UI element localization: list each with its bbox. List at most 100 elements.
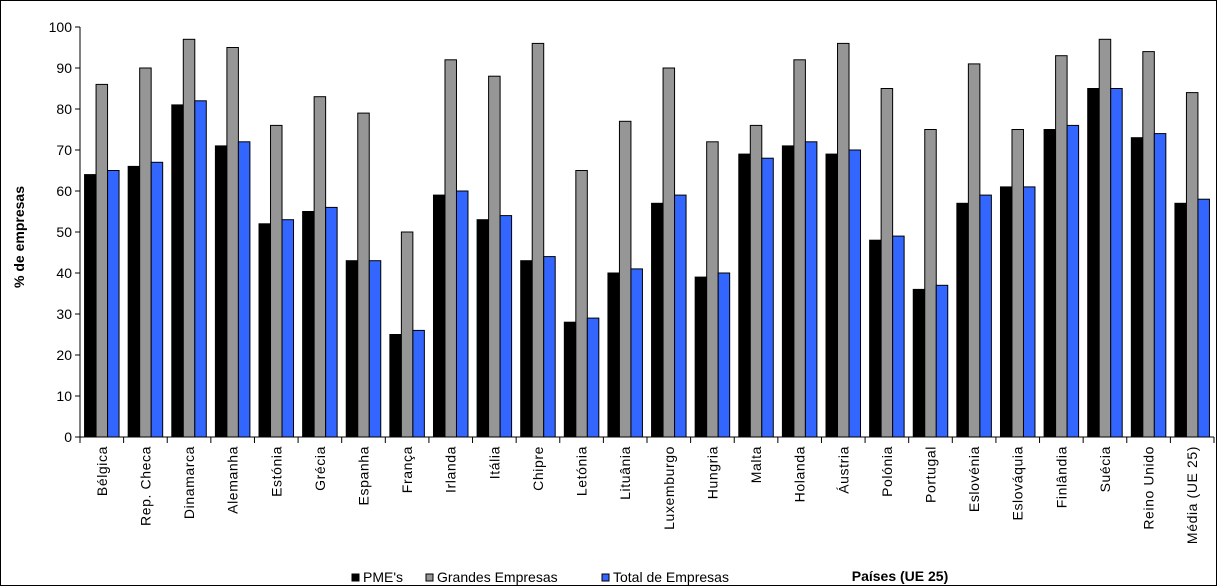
bar-Eslováquia-Total de Empresas <box>1022 186 1036 438</box>
bar-Bélgica-PME's <box>84 174 97 438</box>
y-tick-label: 20 <box>56 347 72 363</box>
x-axis-title: Países (UE 25) <box>852 568 949 584</box>
bar-Chipre-Grandes Empresas <box>531 42 545 438</box>
bar-Reino Unido-PME's <box>1130 137 1144 438</box>
bar-Áustria-Grandes Empresas <box>837 42 850 438</box>
bar-Portugal-Total de Empresas <box>935 284 949 438</box>
bar-Reino Unido-Total de Empresas <box>1153 133 1167 438</box>
bar-Média (UE 25)-Total de Empresas <box>1197 198 1210 438</box>
bar-Reino Unido-Grandes Empresas <box>1142 51 1155 438</box>
bar-Alemanha-Grandes Empresas <box>226 47 239 438</box>
legend-label: Grandes Empresas <box>437 569 558 585</box>
bar-Malta-PME's <box>738 153 751 438</box>
bar-Áustria-PME's <box>825 153 839 438</box>
x-tick-label: Estónia <box>268 446 284 497</box>
bar-Portugal-PME's <box>912 288 926 438</box>
y-tick-labels: 0 10 20 30 40 50 60 70 80 90 100 <box>49 19 73 445</box>
x-tick-label: Espanha <box>356 446 372 505</box>
bar-Holanda-Grandes Empresas <box>793 59 806 438</box>
bar-Estónia-Total de Empresas <box>281 219 295 438</box>
x-tick-label: Lituânia <box>617 446 633 500</box>
x-tick-label: Chipre <box>530 446 546 491</box>
y-tick-label: 10 <box>56 388 72 404</box>
x-tick-label: Grécia <box>312 446 328 491</box>
x-tick-label: Suécia <box>1097 446 1113 492</box>
bar-Eslováquia-Grandes Empresas <box>1011 129 1024 438</box>
legend-label: Total de Empresas <box>613 569 729 585</box>
y-axis-title: % de empresas <box>11 186 27 288</box>
bar-Letónia-Total de Empresas <box>586 317 600 438</box>
x-tick-label: Reino Unido <box>1141 446 1157 530</box>
y-tick-label: 50 <box>56 224 72 240</box>
legend-swatch <box>351 573 360 582</box>
bar-Rep. Checa-Total de Empresas <box>150 161 164 438</box>
bar-Eslovénia-Total de Empresas <box>979 194 992 438</box>
y-tick-label: 70 <box>56 142 72 158</box>
bar-Luxemburgo-Grandes Empresas <box>662 67 676 438</box>
bar-Holanda-PME's <box>781 145 795 438</box>
legend: PME's Grandes Empresas Total de Empresas <box>351 569 729 585</box>
bar-Bélgica-Grandes Empresas <box>95 83 109 438</box>
bar-Eslovénia-PME's <box>956 202 969 438</box>
bar-Lituânia-PME's <box>607 272 620 438</box>
bar-Bélgica-Total de Empresas <box>107 170 120 438</box>
bar-Suécia-PME's <box>1087 88 1100 438</box>
bar-Luxemburgo-Total de Empresas <box>674 194 687 438</box>
x-tick-label: Itália <box>486 446 502 479</box>
bar-Alemanha-Total de Empresas <box>237 141 251 438</box>
bar-Estónia-PME's <box>258 223 272 438</box>
bar-Dinamarca-PME's <box>171 104 184 438</box>
bar-Dinamarca-Total de Empresas <box>194 100 207 438</box>
bar-Irlanda-PME's <box>432 194 446 438</box>
bar-Alemanha-PME's <box>214 145 228 438</box>
bar-Holanda-Total de Empresas <box>804 141 818 438</box>
bar-França-Grandes Empresas <box>400 231 414 438</box>
x-tick-labels: Bélgica Rep. Checa Dinamarca Alemanha Estóni… <box>94 446 1200 544</box>
x-tick-label: França <box>399 446 415 493</box>
x-tick-label: Finlândia <box>1053 446 1069 508</box>
y-tick-label: 40 <box>56 265 72 281</box>
bar-Hungria-Grandes Empresas <box>706 141 719 438</box>
bar-Rep. Checa-PME's <box>127 165 141 438</box>
bar-Itália-Grandes Empresas <box>488 75 501 438</box>
x-tick-label: Polónia <box>879 446 895 497</box>
legend-label: PME's <box>363 569 403 585</box>
y-tick-label: 60 <box>56 183 72 199</box>
y-tick-label: 90 <box>56 60 72 76</box>
y-tick-label: 80 <box>56 101 72 117</box>
bar-Luxemburgo-PME's <box>651 202 664 438</box>
bar-Polónia-Total de Empresas <box>892 235 905 438</box>
bar-Hungria-PME's <box>694 276 708 438</box>
bar-Malta-Total de Empresas <box>761 157 774 438</box>
bar-Espanha-Grandes Empresas <box>357 112 370 438</box>
bar-Itália-Total de Empresas <box>499 215 513 438</box>
bar-Chipre-Total de Empresas <box>543 256 556 438</box>
x-tick-label: Malta <box>748 446 764 483</box>
x-tick-label: Luxemburgo <box>661 446 677 530</box>
bar-Finlândia-Grandes Empresas <box>1055 55 1068 438</box>
bar-França-Total de Empresas <box>412 329 425 438</box>
bar-Rep. Checa-Grandes Empresas <box>139 67 152 438</box>
bar-Grécia-Total de Empresas <box>325 206 338 438</box>
x-tick-label: Portugal <box>923 446 939 503</box>
legend-swatch <box>601 573 610 582</box>
bar-Espanha-PME's <box>345 260 359 438</box>
bar-Finlândia-Total de Empresas <box>1066 124 1080 438</box>
bar-Polónia-PME's <box>869 239 882 438</box>
x-tick-label: Hungria <box>704 446 720 499</box>
x-tick-label: Eslovénia <box>966 446 982 512</box>
bar-Letónia-Grandes Empresas <box>575 170 588 438</box>
x-tick-label: Irlanda <box>443 446 459 493</box>
bar-França-PME's <box>389 334 402 438</box>
bar-Suécia-Total de Empresas <box>1110 88 1123 438</box>
x-tick-label: Holanda <box>792 446 808 502</box>
y-tick-label: 30 <box>56 306 72 322</box>
bars-layer <box>84 38 1210 438</box>
bar-Grécia-PME's <box>302 211 315 438</box>
bar-Lituânia-Total de Empresas <box>630 268 643 438</box>
bar-Finlândia-PME's <box>1043 129 1057 438</box>
x-tick-label: Eslováquia <box>1010 446 1026 521</box>
x-tick-label: Média (UE 25) <box>1184 446 1200 544</box>
